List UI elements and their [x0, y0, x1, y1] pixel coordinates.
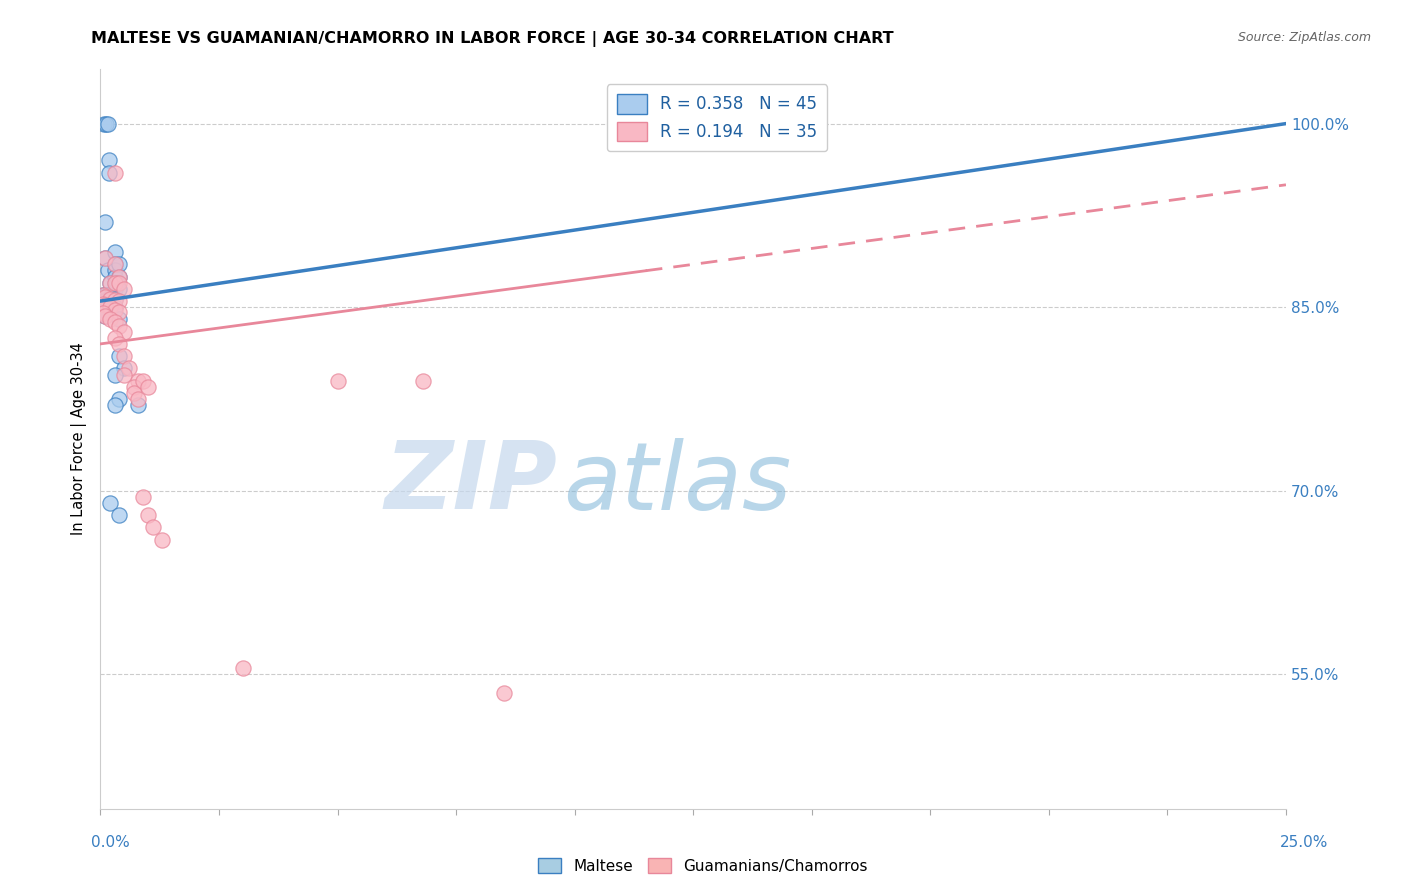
- Point: [104, 398, 127, 412]
- Point: [104, 331, 127, 345]
- Point: [98, 294, 121, 309]
- Point: [104, 269, 127, 284]
- Point: [150, 533, 173, 547]
- Point: [412, 374, 434, 388]
- Point: [98, 276, 121, 290]
- Point: [142, 520, 165, 534]
- Point: [98, 292, 121, 306]
- Text: Source: ZipAtlas.com: Source: ZipAtlas.com: [1237, 31, 1371, 45]
- Point: [91, 288, 114, 302]
- Text: 0.0%: 0.0%: [91, 836, 131, 850]
- Point: [112, 361, 135, 376]
- Point: [112, 368, 135, 382]
- Point: [326, 374, 349, 388]
- Point: [94, 214, 117, 228]
- Point: [91, 294, 114, 309]
- Point: [104, 276, 127, 290]
- Point: [91, 306, 114, 320]
- Point: [104, 300, 127, 314]
- Point: [232, 661, 254, 675]
- Point: [98, 288, 121, 302]
- Point: [108, 257, 131, 271]
- Point: [108, 318, 131, 333]
- Point: [104, 293, 127, 307]
- Point: [112, 325, 135, 339]
- Point: [94, 290, 117, 304]
- Point: [94, 302, 117, 317]
- Point: [94, 117, 117, 131]
- Y-axis label: In Labor Force | Age 30-34: In Labor Force | Age 30-34: [72, 343, 87, 535]
- Point: [96, 263, 118, 277]
- Point: [91, 306, 114, 320]
- Legend: Maltese, Guamanians/Chamorros: Maltese, Guamanians/Chamorros: [531, 852, 875, 880]
- Point: [98, 496, 121, 510]
- Point: [108, 269, 131, 284]
- Point: [94, 309, 117, 323]
- Point: [91, 300, 114, 314]
- Point: [96, 288, 118, 302]
- Point: [91, 288, 114, 302]
- Point: [98, 153, 121, 168]
- Point: [91, 296, 114, 310]
- Point: [94, 288, 117, 302]
- Point: [108, 294, 131, 309]
- Point: [136, 508, 159, 523]
- Point: [98, 290, 121, 304]
- Point: [118, 361, 141, 376]
- Point: [104, 245, 127, 260]
- Point: [108, 312, 131, 326]
- Point: [98, 298, 121, 312]
- Point: [94, 298, 117, 312]
- Point: [108, 349, 131, 363]
- Point: [122, 385, 145, 400]
- Point: [98, 300, 121, 314]
- Point: [104, 165, 127, 179]
- Point: [104, 368, 127, 382]
- Text: atlas: atlas: [562, 438, 792, 529]
- Point: [108, 282, 131, 296]
- Point: [127, 374, 149, 388]
- Point: [105, 276, 128, 290]
- Point: [112, 349, 135, 363]
- Point: [96, 117, 118, 131]
- Point: [94, 251, 117, 265]
- Point: [104, 315, 127, 329]
- Point: [94, 251, 117, 265]
- Point: [104, 282, 127, 296]
- Legend: R = 0.358   N = 45, R = 0.194   N = 35: R = 0.358 N = 45, R = 0.194 N = 35: [606, 84, 827, 151]
- Point: [93, 117, 115, 131]
- Point: [104, 257, 127, 271]
- Point: [104, 257, 127, 271]
- Point: [96, 294, 118, 309]
- Point: [492, 686, 515, 700]
- Text: MALTESE VS GUAMANIAN/CHAMORRO IN LABOR FORCE | AGE 30-34 CORRELATION CHART: MALTESE VS GUAMANIAN/CHAMORRO IN LABOR F…: [91, 31, 894, 47]
- Point: [108, 337, 131, 351]
- Point: [108, 305, 131, 319]
- Point: [122, 380, 145, 394]
- Point: [132, 374, 155, 388]
- Point: [104, 276, 127, 290]
- Point: [98, 312, 121, 326]
- Point: [136, 380, 159, 394]
- Point: [98, 165, 121, 179]
- Point: [104, 263, 127, 277]
- Point: [104, 292, 127, 306]
- Point: [94, 294, 117, 309]
- Point: [127, 392, 149, 406]
- Point: [104, 302, 127, 317]
- Point: [108, 392, 131, 406]
- Text: 25.0%: 25.0%: [1281, 836, 1329, 850]
- Point: [108, 508, 131, 523]
- Point: [112, 282, 135, 296]
- Point: [108, 269, 131, 284]
- Text: ZIP: ZIP: [384, 437, 557, 529]
- Point: [108, 276, 131, 290]
- Point: [730, 117, 752, 131]
- Point: [94, 309, 117, 323]
- Point: [132, 490, 155, 504]
- Point: [98, 276, 121, 290]
- Point: [127, 398, 149, 412]
